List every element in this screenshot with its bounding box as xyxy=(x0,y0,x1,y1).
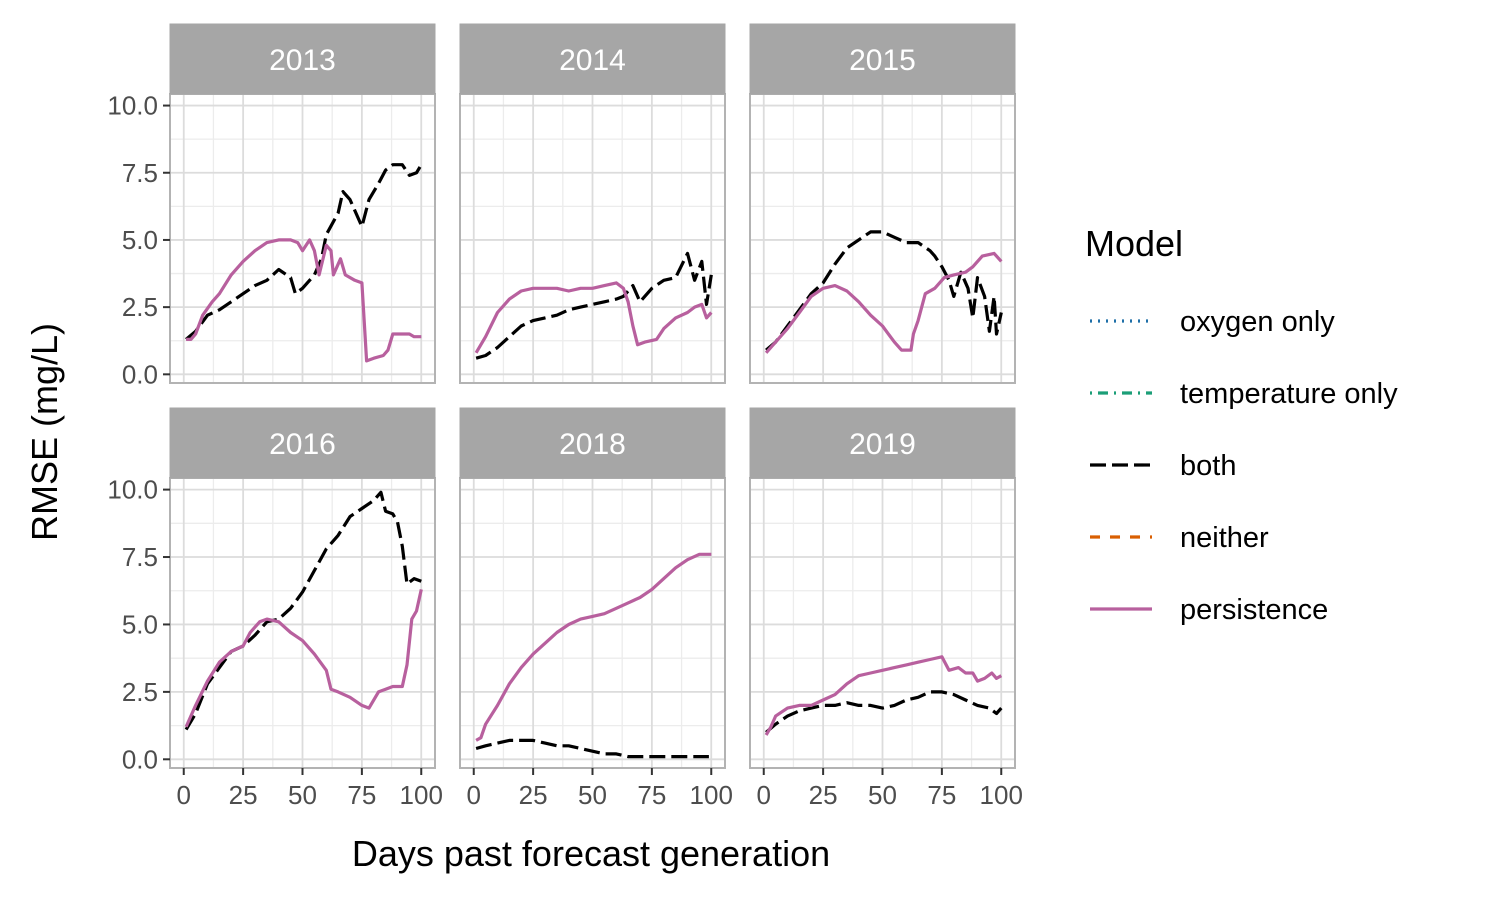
legend-label: neither xyxy=(1180,522,1269,554)
facet-panel-2015: 2015 xyxy=(749,23,1016,384)
x-tick-label: 100 xyxy=(690,780,733,810)
x-tick-label: 75 xyxy=(347,780,376,810)
x-tick-label: 75 xyxy=(637,780,666,810)
facet-strip-label: 2016 xyxy=(269,428,336,461)
legend-item-temperature-only: temperature only xyxy=(1090,378,1398,410)
x-tick-label: 50 xyxy=(868,780,897,810)
y-tick-label: 0.0 xyxy=(122,744,158,774)
facet-panel-2014: 2014 xyxy=(459,23,726,384)
legend-item-persistence: persistence xyxy=(1090,594,1328,626)
x-tick-label: 25 xyxy=(229,780,258,810)
y-tick-label: 2.5 xyxy=(122,292,158,322)
y-tick-label: 5.0 xyxy=(122,225,158,255)
x-tick-label: 50 xyxy=(578,780,607,810)
legend-item-oxygen-only: oxygen only xyxy=(1090,306,1335,338)
series-line-both-2014 xyxy=(475,251,713,360)
series-line-persistence-2015 xyxy=(764,251,1003,354)
facet-strip xyxy=(169,23,436,95)
y-tick-label: 7.5 xyxy=(122,542,158,572)
series-line-persistence-2019 xyxy=(764,655,1003,736)
legend-label: temperature only xyxy=(1180,378,1398,410)
x-tick-label: 50 xyxy=(288,780,317,810)
facet-strip xyxy=(749,23,1016,95)
y-tick-label: 10.0 xyxy=(107,475,158,505)
y-tick-label: 5.0 xyxy=(122,609,158,639)
facet-strip xyxy=(459,407,726,479)
facet-strip-label: 2014 xyxy=(559,44,626,77)
x-tick-label: 25 xyxy=(519,780,548,810)
legend-label: both xyxy=(1180,450,1236,482)
legend-label: oxygen only xyxy=(1180,306,1335,338)
x-tick-label: 0 xyxy=(467,780,481,810)
series-line-persistence-2013 xyxy=(186,238,422,363)
facet-panel-2013: 2013 xyxy=(169,23,436,384)
facet-strip-label: 2018 xyxy=(559,428,626,461)
y-tick-label: 2.5 xyxy=(122,677,158,707)
x-tick-label: 0 xyxy=(757,780,771,810)
x-tick-label: 100 xyxy=(980,780,1023,810)
facet-panel-2019: 2019 xyxy=(749,407,1016,769)
series-line-persistence-2016 xyxy=(184,589,423,728)
y-axis-title: RMSE (mg/L) xyxy=(24,323,65,541)
y-tick-label: 10.0 xyxy=(107,91,158,121)
facet-panel-2018: 2018 xyxy=(459,407,726,769)
y-tick-label: 0.0 xyxy=(122,359,158,389)
y-tick-label: 7.5 xyxy=(122,158,158,188)
x-tick-label: 0 xyxy=(177,780,191,810)
facet-strip-label: 2019 xyxy=(849,428,916,461)
legend: Model oxygen only temperature only both nei… xyxy=(1085,223,1398,626)
series-line-both-2015 xyxy=(765,230,1003,352)
facet-strip-label: 2013 xyxy=(269,44,336,77)
facet-strip xyxy=(169,407,436,479)
facet-panel-2016: 2016 xyxy=(169,407,436,769)
x-axis-title: Days past forecast generation xyxy=(352,833,830,874)
x-tick-label: 75 xyxy=(927,780,956,810)
legend-label: persistence xyxy=(1180,594,1328,626)
legend-title: Model xyxy=(1085,223,1183,264)
series-line-persistence-2014 xyxy=(474,281,713,354)
facet-panels: 2013 2014 2015 2016 2018 2019 xyxy=(169,23,1016,769)
series-line-both-2019 xyxy=(765,690,1003,734)
series-line-persistence-2018 xyxy=(475,552,712,742)
series-line-both-2018 xyxy=(475,738,709,759)
axes-layer: 0.0 2.5 5.0 7.5 10.0 0.0 2.5 5.0 7.5 10.0 0 25 50 75 1… xyxy=(107,91,1023,810)
x-tick-label: 100 xyxy=(400,780,443,810)
facet-strip-label: 2015 xyxy=(849,44,916,77)
legend-item-neither: neither xyxy=(1090,522,1269,554)
facet-strip xyxy=(749,407,1016,479)
legend-item-both: both xyxy=(1090,450,1236,482)
x-tick-label: 25 xyxy=(809,780,838,810)
facet-strip xyxy=(459,23,726,95)
